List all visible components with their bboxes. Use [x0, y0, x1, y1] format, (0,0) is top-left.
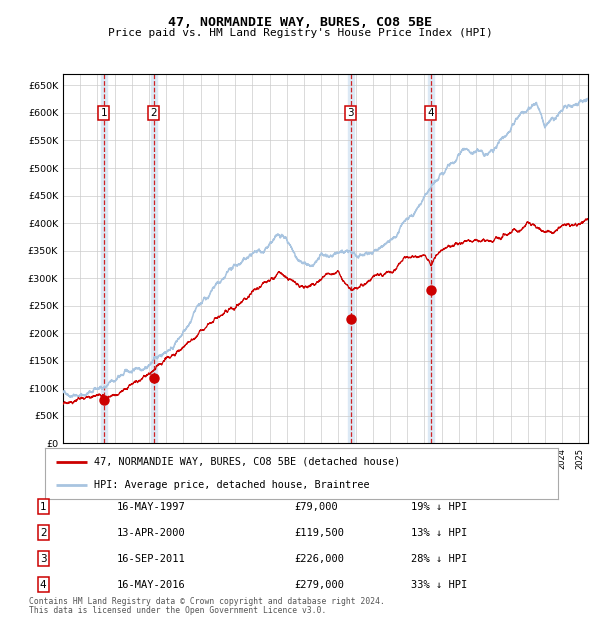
Bar	[151, 74, 157, 443]
Text: 16-SEP-2011: 16-SEP-2011	[117, 554, 186, 564]
Text: 3: 3	[347, 108, 354, 118]
Text: 13-APR-2000: 13-APR-2000	[117, 528, 186, 538]
Text: 16-MAY-2016: 16-MAY-2016	[117, 580, 186, 590]
Text: 13% ↓ HPI: 13% ↓ HPI	[411, 528, 467, 538]
Text: 4: 4	[40, 580, 47, 590]
Text: 2: 2	[151, 108, 157, 118]
Text: 1: 1	[40, 502, 47, 512]
Text: 4: 4	[428, 108, 434, 118]
Text: 28% ↓ HPI: 28% ↓ HPI	[411, 554, 467, 564]
Bar	[101, 74, 107, 443]
Text: Contains HM Land Registry data © Crown copyright and database right 2024.: Contains HM Land Registry data © Crown c…	[29, 597, 385, 606]
Text: £119,500: £119,500	[294, 528, 344, 538]
Text: This data is licensed under the Open Government Licence v3.0.: This data is licensed under the Open Gov…	[29, 606, 326, 615]
Text: £79,000: £79,000	[294, 502, 338, 512]
Text: £279,000: £279,000	[294, 580, 344, 590]
Text: Price paid vs. HM Land Registry's House Price Index (HPI): Price paid vs. HM Land Registry's House …	[107, 28, 493, 38]
Text: 47, NORMANDIE WAY, BURES, CO8 5BE (detached house): 47, NORMANDIE WAY, BURES, CO8 5BE (detac…	[94, 457, 400, 467]
Bar	[347, 74, 354, 443]
Bar	[428, 74, 434, 443]
Text: 1: 1	[100, 108, 107, 118]
Text: 19% ↓ HPI: 19% ↓ HPI	[411, 502, 467, 512]
Text: 47, NORMANDIE WAY, BURES, CO8 5BE: 47, NORMANDIE WAY, BURES, CO8 5BE	[168, 16, 432, 29]
Text: 16-MAY-1997: 16-MAY-1997	[117, 502, 186, 512]
Text: HPI: Average price, detached house, Braintree: HPI: Average price, detached house, Brai…	[94, 480, 370, 490]
Text: £226,000: £226,000	[294, 554, 344, 564]
Text: 3: 3	[40, 554, 47, 564]
Text: 2: 2	[40, 528, 47, 538]
Text: 33% ↓ HPI: 33% ↓ HPI	[411, 580, 467, 590]
